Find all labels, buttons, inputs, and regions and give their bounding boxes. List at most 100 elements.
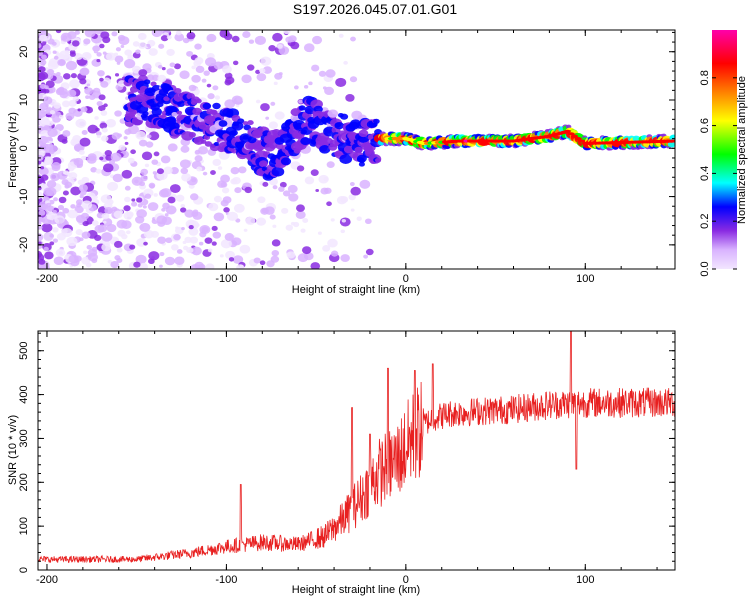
snr-frame [37,330,676,571]
spectrogram-noise-blob [123,58,136,69]
spectrogram-noise-blob [157,74,167,83]
spectrogram-noise-blob [190,263,201,269]
spectrogram-noise-blob [213,212,225,222]
spectrogram-noise-blob [135,254,147,264]
spectrogram-noise-blob [191,246,202,256]
spectrogram-noise-blob [137,32,147,41]
spectrogram-noise-blob [56,71,61,76]
spectrogram-noise-blob [38,167,49,176]
spectrogram-signal-blob [354,146,363,154]
snr-y-tick-label: 0 [18,567,30,573]
spectrogram-y-tick-label: 0 [18,145,30,151]
spectrogram-noise-blob [160,35,169,42]
spectrogram-noise-blob [158,189,169,198]
spectrogram-noise-blob [286,251,296,259]
spectrogram-frame [37,29,676,270]
spectrogram-noise-blob [282,190,291,197]
spectrogram-noise-blob [146,43,151,47]
spectrogram-signal-blob [319,145,331,154]
spectrogram-noise-blob [43,125,50,130]
spectrogram-noise-blob [194,43,202,50]
spectrogram-noise-blob [296,204,305,212]
spectrogram-noise-blob [210,170,216,175]
spectrogram-noise-blob [101,135,109,142]
spectrogram-noise-blob [62,130,71,137]
spectrogram-noise-blob [110,152,122,162]
spectrogram-core-blob [571,134,579,138]
snr-x-tick-label: 0 [403,574,409,586]
spectrogram-noise-blob [50,172,60,182]
spectrogram-noise-blob [182,240,187,245]
spectrogram-noise-blob [165,205,177,215]
spectrogram-noise-blob [173,234,181,241]
spectrogram-noise-blob [222,65,232,74]
spectrogram-noise-blob [40,166,45,170]
spectrogram-signal-blob [192,107,203,116]
spectrogram-noise-blob [304,176,315,185]
spectrogram-noise-blob [116,247,123,253]
spectrogram-noise-blob [164,256,176,266]
spectrogram-noise-blob [80,106,88,113]
spectrogram-noise-blob [121,220,132,229]
spectrogram-noise-blob [64,50,70,54]
spectrogram-noise-blob [124,128,132,135]
spectrogram-noise-blob [148,48,158,56]
spectrogram-x-ticks: -200 -100 0 100 [36,30,658,285]
spectrogram-noise-blob [124,185,131,191]
spectrogram-noise-blob [265,116,270,120]
spectrogram-noise-blob [274,72,283,80]
spectrogram-noise-blob [47,60,59,70]
spectrogram-noise-blob [311,64,320,72]
spectrogram-noise-blob [114,110,122,117]
spectrogram-noise-blob [214,95,221,100]
spectrogram-noise-blob [171,244,179,251]
chart-title: S197.2026.045.07.01.G01 [293,1,457,17]
colorbar-tick-label: 0.2 [699,214,711,229]
spectrogram-noise-blob [202,171,208,176]
spectrogram-noise-blob [196,166,203,172]
spectrogram-noise-blob [281,207,289,214]
spectrogram-noise-blob [104,206,113,215]
spectrogram-noise-blob [232,255,244,264]
spectrogram-y-tick-label: 10 [18,94,30,106]
spectrogram-noise-blob [127,157,135,164]
spectrogram-noise-blob [246,64,255,71]
spectrogram-noise-blob [340,196,349,203]
spectrogram-noise-blob [54,111,61,117]
spectrogram-signal-blob [230,130,238,136]
spectrogram-signal-blob [212,102,221,110]
spectrogram-noise-blob [188,227,199,236]
spectrogram-noise-blob [170,167,179,175]
spectrogram-noise-blob [345,93,355,102]
spectrogram-marks [38,30,675,269]
spectrogram-noise-blob [290,221,296,226]
spectrogram-noise-blob [303,43,315,53]
spectrogram-noise-blob [186,247,194,254]
spectrogram-noise-blob [278,186,285,192]
spectrogram-noise-blob [43,196,50,202]
spectrogram-noise-blob [212,231,221,239]
spectrogram-noise-blob [49,143,54,148]
spectrogram-noise-blob [58,196,67,204]
spectrogram-signal-blob [171,111,178,117]
spectrogram-noise-blob [195,65,205,74]
spectrogram-noise-blob [273,81,278,86]
spectrogram-noise-blob [44,251,54,260]
spectrogram-signal-blob [632,135,641,142]
spectrogram-core-blob [671,139,675,143]
spectrogram-noise-blob [238,166,247,174]
spectrogram-noise-blob [233,203,245,213]
spectrogram-noise-blob [84,30,96,38]
spectrogram-noise-blob [248,39,255,44]
spectrogram-noise-blob [259,68,266,74]
spectrogram-signal-blob [339,154,353,164]
spectrogram-noise-blob [189,193,199,201]
spectrogram-noise-blob [204,237,213,244]
spectrogram-noise-blob [86,83,91,87]
spectrogram-noise-blob [212,158,222,166]
spectrogram-signal-blob [156,101,164,108]
spectrogram-noise-blob [322,245,331,252]
spectrogram-noise-blob [49,233,55,238]
spectrogram-noise-blob [102,220,107,224]
spectrogram-noise-blob [142,63,152,72]
